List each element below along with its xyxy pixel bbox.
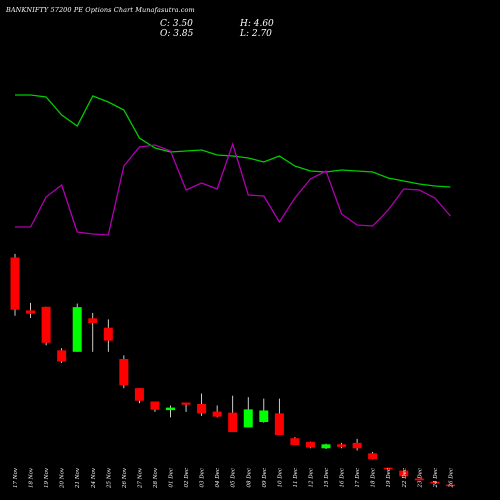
candle-body <box>103 327 113 341</box>
x-tick-label: 10 Dec <box>277 468 283 488</box>
candle-body <box>134 388 144 401</box>
x-tick-label: 15 Dec <box>324 468 330 488</box>
x-tick-label: 24 Dec <box>433 468 439 489</box>
candle-body <box>26 310 36 314</box>
candle-body <box>228 412 238 433</box>
candle-body <box>368 453 378 460</box>
candle-body <box>57 350 67 362</box>
purple-indicator-line <box>15 141 451 236</box>
x-tick-label: 25 Nov <box>106 467 112 489</box>
candle-body <box>399 470 409 477</box>
candle-body <box>197 404 207 414</box>
x-tick-label: 18 Dec <box>371 468 377 488</box>
candle-body <box>181 402 191 405</box>
x-tick-label: 20 Nov <box>60 467 66 489</box>
candle-body <box>72 307 82 352</box>
x-tick-label: 21 Nov <box>75 467 81 489</box>
candle-body <box>88 318 98 323</box>
x-tick-label: 09 Dec <box>262 468 268 488</box>
candle-body <box>166 407 175 411</box>
candle-body <box>430 481 440 484</box>
x-tick-label: 19 Nov <box>44 467 50 488</box>
close-readout: C: 3.50 <box>160 19 193 29</box>
candle-body <box>274 413 284 435</box>
chart-title: BANKNIFTY 57200 PE Options Chart Munafas… <box>6 6 195 14</box>
candle-body <box>212 411 222 417</box>
open-readout: O: 3.85 <box>160 29 194 39</box>
x-tick-label: 24 Nov <box>91 467 97 489</box>
x-tick-label: 03 Dec <box>200 468 206 488</box>
candle-body <box>119 359 129 386</box>
candle-body <box>445 484 455 487</box>
x-tick-label: 22 Dec <box>402 468 408 489</box>
high-readout: H: 4.60 <box>240 19 274 29</box>
x-tick-label: 04 Dec <box>215 468 221 488</box>
x-tick-label: 19 Dec <box>386 468 392 488</box>
candle-body <box>150 401 160 410</box>
candle-body <box>305 441 315 448</box>
x-tick-label: 26 Nov <box>122 467 128 489</box>
candle-body <box>290 438 300 446</box>
candle-body <box>243 409 253 428</box>
x-tick-label: 01 Dec <box>169 468 175 488</box>
candle-body <box>337 444 347 447</box>
candle-body <box>259 410 269 422</box>
x-tick-label: 17 Nov <box>13 467 19 488</box>
x-tick-label: 26 Dec <box>448 468 454 489</box>
x-tick-label: 28 Nov <box>153 467 159 489</box>
candle-body <box>321 444 331 449</box>
candle-body <box>383 467 393 470</box>
x-tick-label: 08 Dec <box>246 468 252 488</box>
low-readout: L: 2.70 <box>240 29 272 39</box>
x-tick-label: 02 Dec <box>184 468 190 488</box>
x-tick-label: 18 Nov <box>29 467 35 488</box>
candle-body <box>10 257 20 310</box>
candle-body <box>414 478 424 481</box>
candle-body <box>352 442 362 449</box>
x-tick-label: 27 Nov <box>137 467 143 489</box>
x-tick-label: 12 Dec <box>308 468 314 488</box>
x-tick-label: 16 Dec <box>340 468 346 488</box>
x-tick-label: 23 Dec <box>417 468 423 489</box>
green-indicator-line <box>15 94 451 188</box>
x-tick-label: 11 Dec <box>293 468 299 488</box>
x-tick-label: 05 Dec <box>231 468 237 488</box>
x-tick-label: 17 Dec <box>355 468 361 488</box>
candle-body <box>41 306 51 343</box>
